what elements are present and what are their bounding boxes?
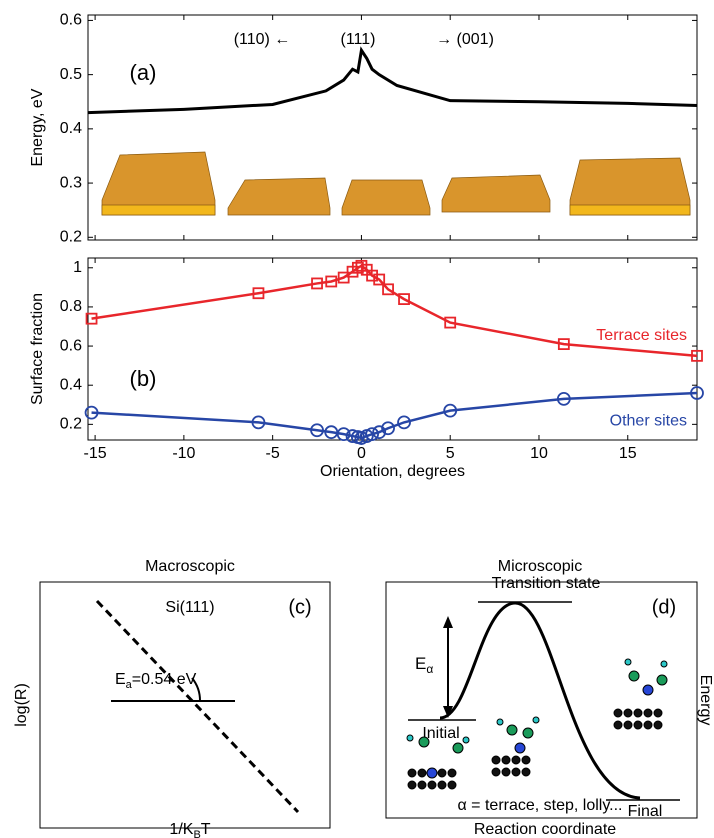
annotation: (111): [341, 31, 376, 48]
arrow-head: [443, 616, 453, 628]
marker: [690, 386, 704, 400]
y-tick-label: 0.2: [60, 229, 82, 246]
marker: [444, 316, 457, 329]
y-tick-label: 1: [73, 259, 82, 276]
series-label: Terrace sites: [596, 327, 687, 344]
initial-label: Initial: [422, 725, 459, 742]
slab-illustrations: [101, 151, 691, 216]
marker: [365, 427, 379, 442]
panel-label: (c): [288, 596, 311, 618]
y-tick-label: 0.3: [60, 174, 82, 191]
marker: [691, 349, 703, 362]
x-tick-label: 0: [357, 445, 366, 462]
arrhenius-line: [95, 599, 300, 814]
marker: [557, 338, 570, 351]
series-label: Other sites: [610, 412, 687, 429]
d-x-label: Reaction coordinate: [474, 821, 616, 838]
d-y-label: Energy: [697, 675, 714, 726]
e-main: E: [115, 671, 126, 688]
marker: [373, 273, 386, 286]
marker: [398, 293, 410, 305]
activation-energy: Ea=0.54 eV: [115, 671, 197, 691]
x-tick-label: 10: [530, 445, 548, 462]
annotation: → (001): [436, 31, 494, 48]
final-label: Final: [628, 803, 663, 820]
panel-d-frame: [385, 581, 698, 819]
marker: [325, 275, 338, 288]
panel-c-frame: [39, 581, 331, 829]
marker: [556, 392, 571, 406]
panel-label: (d): [652, 596, 676, 618]
barrier-label: Eα: [415, 654, 433, 676]
marker: [310, 423, 324, 438]
e-sub: a: [126, 679, 133, 691]
y-tick-label: 0.5: [60, 66, 82, 83]
x-tick-label: -15: [84, 445, 107, 462]
y-axis-label: Surface fraction: [29, 293, 46, 405]
y-tick-label: 0.8: [60, 298, 82, 315]
marker: [381, 421, 395, 436]
marker: [84, 405, 99, 420]
marker: [345, 429, 360, 443]
y-tick-label: 0.4: [60, 376, 82, 393]
x-axis-label: Orientation, degrees: [320, 463, 465, 480]
panel-c-title: Macroscopic: [145, 558, 235, 575]
marker: [382, 283, 394, 296]
y-axis-label: Energy, eV: [29, 88, 46, 166]
y-tick-label: 0.4: [60, 120, 82, 137]
x-tick-label: 15: [619, 445, 637, 462]
c-y-label: log(R): [13, 683, 30, 727]
x-rest: T: [201, 821, 211, 838]
y-tick-label: 0.2: [60, 416, 82, 433]
e-rest: =0.54 eV: [132, 671, 197, 688]
marker: [85, 312, 98, 325]
marker: [372, 425, 387, 440]
panel-label: (b): [130, 366, 157, 391]
marker: [311, 277, 323, 290]
arrow-head: [443, 706, 453, 718]
x-tick-label: -5: [266, 445, 280, 462]
x-main: 1/K: [169, 821, 193, 838]
marker: [252, 287, 265, 300]
c-x-label: 1/KBT: [169, 821, 210, 838]
ea-main: E: [415, 654, 426, 673]
marker: [251, 415, 266, 430]
panel-label: (a): [130, 60, 157, 85]
alpha-note: α = terrace, step, lolly...: [457, 797, 622, 814]
marker: [336, 427, 351, 442]
energy-path: [439, 601, 641, 800]
annotation: (110) ←: [234, 31, 291, 48]
y-tick-label: 0.6: [60, 12, 82, 29]
surface-label: Si(111): [165, 599, 214, 616]
data-line: [87, 46, 698, 115]
panel-d-title: Microscopic: [498, 558, 582, 575]
plot-frame: [87, 14, 698, 241]
marker: [443, 403, 458, 418]
data-line: [91, 391, 698, 440]
x-tick-label: 5: [446, 445, 455, 462]
x-sub: B: [193, 829, 200, 838]
y-tick-label: 0.6: [60, 337, 82, 354]
data-line: [91, 264, 698, 358]
marker: [351, 261, 364, 274]
transition-label: Transition state: [492, 575, 601, 592]
molecules: [406, 658, 668, 790]
marker: [397, 415, 411, 430]
ea-sub: α: [426, 662, 433, 676]
marker: [366, 269, 378, 282]
angle-arc: [191, 677, 202, 702]
plot-frame: [87, 257, 698, 441]
x-tick-label: -10: [172, 445, 195, 462]
